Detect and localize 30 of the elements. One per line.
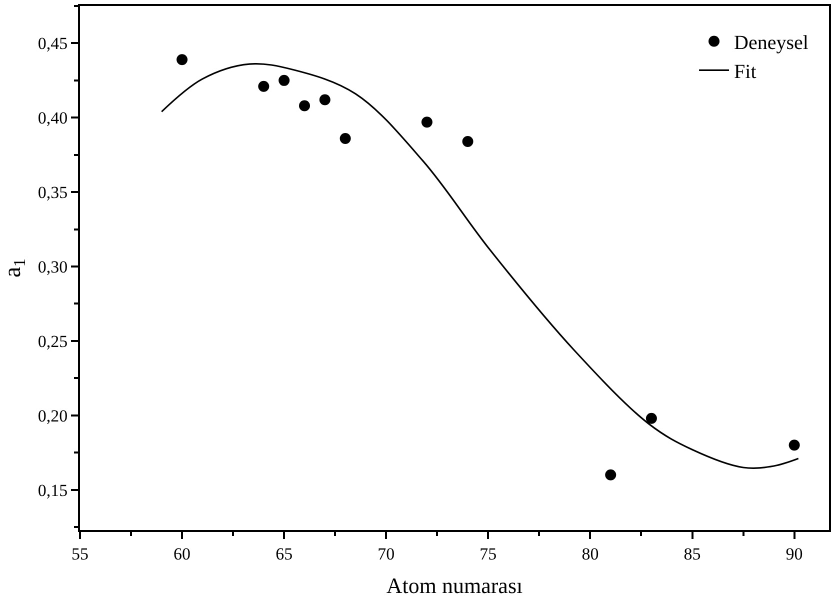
x-tick-label: 90 (786, 544, 803, 564)
point (319, 94, 330, 106)
point (421, 116, 432, 128)
point (299, 100, 310, 112)
x-axis-title: Atom numarası (386, 572, 523, 598)
point (462, 136, 474, 147)
y-tick-label: 0,15 (38, 480, 68, 500)
y-tick-label: 0,20 (38, 406, 68, 426)
point (340, 132, 351, 144)
y-tick-label: 0,30 (38, 257, 68, 276)
line-series (160, 63, 800, 469)
point (788, 440, 800, 451)
y-tick-label: 0,25 (38, 332, 68, 351)
x-tick-label: 55 (72, 544, 88, 564)
point (646, 412, 657, 424)
point (258, 80, 270, 92)
legend-label: Fit (734, 61, 757, 84)
x-tick-label: 85 (684, 544, 701, 564)
x-tick-label: 70 (378, 544, 395, 564)
y-tick-label: 0,35 (38, 183, 68, 202)
x-tick-label: 75 (480, 544, 497, 564)
y-tick-label: 0,45 (38, 34, 68, 54)
point (278, 74, 290, 86)
point (605, 469, 616, 480)
x-tick-label: 80 (582, 544, 599, 564)
legend-label: Deneysel (734, 32, 809, 54)
x-tick-label: 60 (174, 544, 191, 564)
x-tick-label: 65 (276, 544, 293, 564)
y-tick-label: 0,40 (38, 108, 68, 128)
point (176, 54, 188, 66)
